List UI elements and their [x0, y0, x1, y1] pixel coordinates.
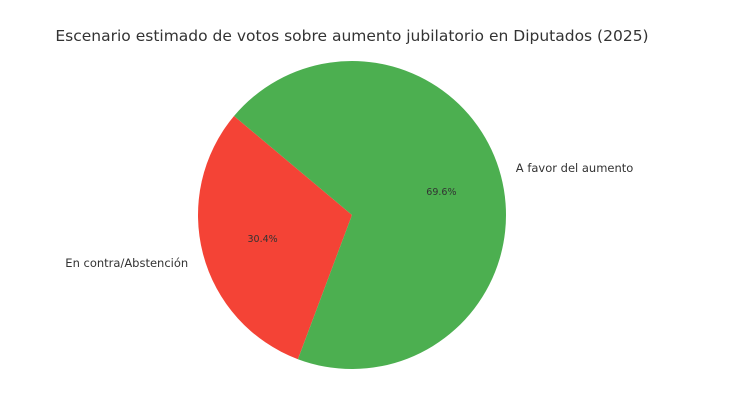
- pie-label-en-contra-abstencion: En contra/Abstención: [65, 256, 188, 270]
- pie-pct-label-en-contra-abstencion: 30.4%: [248, 234, 278, 245]
- pie-slices: [198, 60, 507, 369]
- pie-label-a-favor-del-aumento: A favor del aumento: [516, 161, 634, 175]
- pie-slice-en-contra-abstencion: [198, 116, 352, 360]
- chart-title: Escenario estimado de votos sobre aument…: [55, 27, 648, 45]
- pie-pct-label-a-favor-del-aumento: 69.6%: [426, 187, 456, 198]
- pie-slice-a-favor-del-aumento: [234, 60, 507, 369]
- pie-labels: 30.4% En contra/Abstención 69.6% A favor de…: [65, 161, 633, 270]
